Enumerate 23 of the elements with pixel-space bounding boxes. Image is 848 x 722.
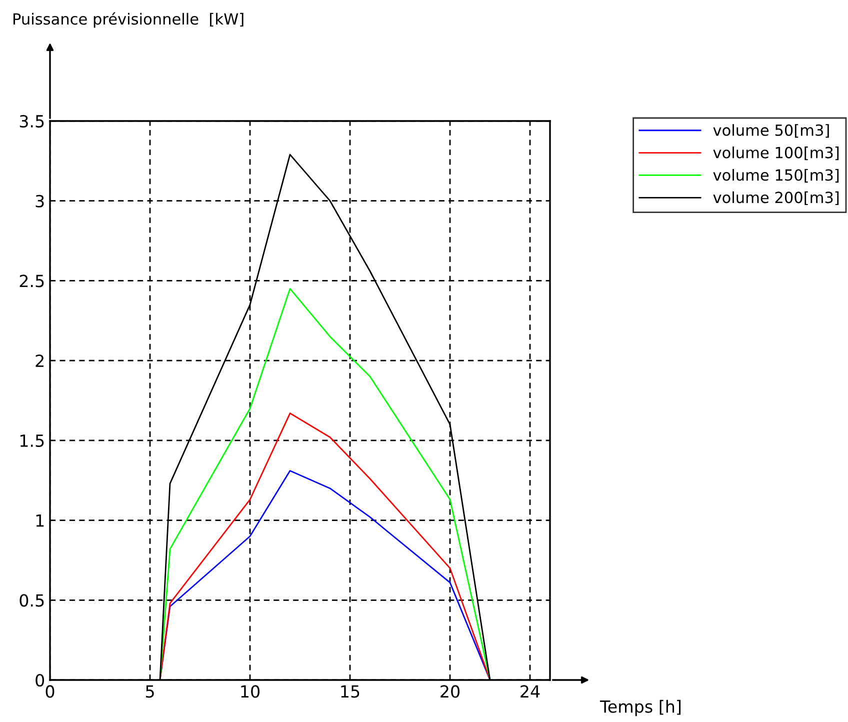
x-tick-label: 5 [146, 685, 154, 698]
y-tick-label: 0 [36, 674, 44, 687]
y-tick-label: 0.5 [20, 594, 44, 607]
x-tick-label: 0 [46, 685, 54, 698]
text: Puissance prévisionnelle [kW] [14, 12, 244, 28]
y-tick-label: 1.5 [20, 434, 44, 447]
x-tick-label: 15 [341, 685, 360, 698]
legend-label: volume 50[m3] [713, 124, 829, 138]
line-series [159, 288, 491, 680]
legend-label: volume 200[m3] [713, 191, 839, 206]
x-axis-title: Temps [h] [600, 700, 681, 716]
x-tick-label: 20 [440, 685, 460, 698]
x-tick-label: 10 [241, 685, 260, 698]
y-tick-label: 3.5 [20, 114, 44, 128]
line-series [159, 470, 491, 680]
x-tick-label: 24 [520, 685, 540, 698]
y-tick-label: 3 [36, 194, 44, 208]
legend-label: volume 100[m3] [713, 146, 839, 160]
legend-label: volume 150[m3] [713, 168, 839, 183]
y-tick-label: 2 [36, 354, 44, 367]
y-tick-label: 1 [36, 514, 44, 527]
y-tick-label: 2.5 [20, 274, 44, 288]
line-series [159, 412, 491, 680]
